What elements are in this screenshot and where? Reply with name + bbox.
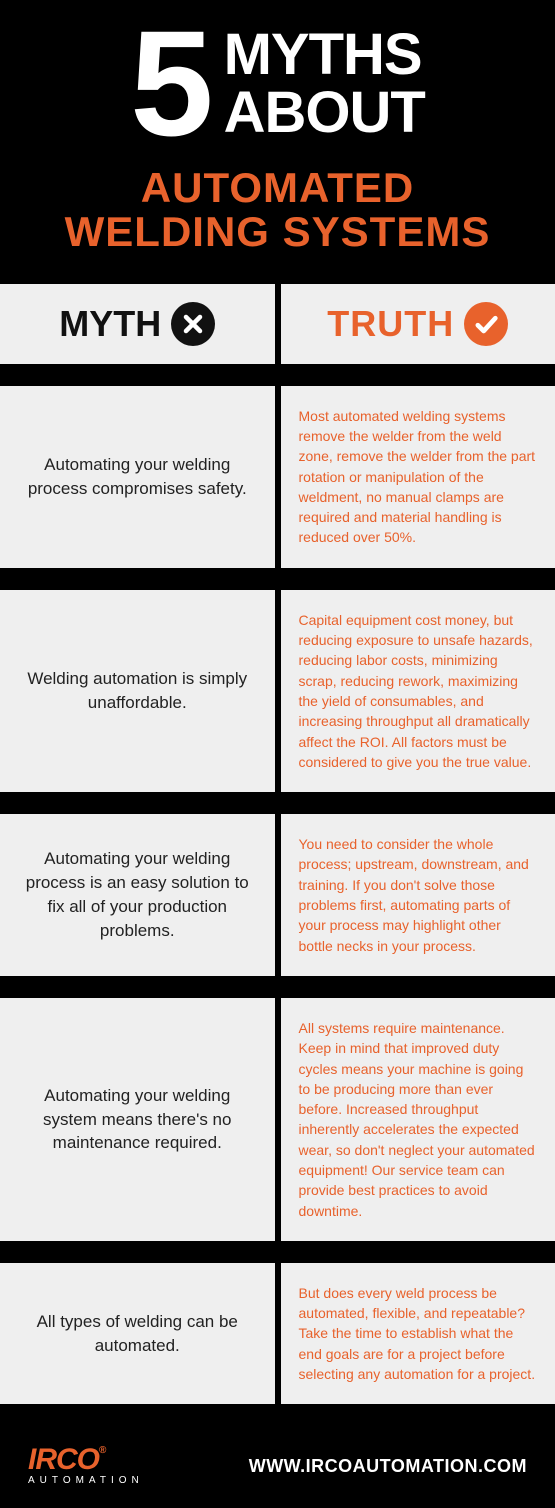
logo-registered: ® (99, 1445, 105, 1456)
x-icon (171, 302, 215, 346)
myth-text: Welding automation is simply unaffordabl… (18, 667, 257, 715)
check-icon (464, 302, 508, 346)
myth-text: Automating your welding process is an ea… (18, 847, 257, 942)
myth-cell: Automating your welding process is an ea… (0, 814, 275, 976)
truth-column-header: TRUTH (281, 284, 555, 364)
header-words: MYTHS ABOUT (224, 26, 425, 142)
myth-text: Automating your welding system means the… (18, 1084, 257, 1155)
truth-cell: You need to consider the whole process; … (281, 814, 555, 976)
table-row: Welding automation is simply unaffordabl… (0, 590, 555, 792)
column-headers: MYTH TRUTH (0, 284, 555, 364)
myth-text: Automating your welding process compromi… (18, 453, 257, 501)
truth-cell: All systems require maintenance. Keep in… (281, 998, 555, 1241)
subtitle-line2: WELDING SYSTEMS (20, 210, 535, 254)
table-row: Automating your welding system means the… (0, 998, 555, 1241)
table-row: Automating your welding process compromi… (0, 386, 555, 568)
truth-text: But does every weld process be automated… (299, 1283, 538, 1384)
logo-subtext: AUTOMATION (28, 1475, 144, 1486)
table-row: Automating your welding process is an ea… (0, 814, 555, 976)
header-line1: MYTHS (224, 26, 425, 84)
header: 5 MYTHS ABOUT AUTOMATED WELDING SYSTEMS (0, 0, 555, 284)
myth-cell: Welding automation is simply unaffordabl… (0, 590, 275, 792)
myth-cell: Automating your welding process compromi… (0, 386, 275, 568)
truth-text: Most automated welding systems remove th… (299, 406, 538, 548)
subtitle-line1: AUTOMATED (20, 166, 535, 210)
table-row: All types of welding can be automated. B… (0, 1263, 555, 1404)
myth-header-label: MYTH (59, 303, 161, 345)
header-title-row: 5 MYTHS ABOUT (20, 20, 535, 148)
logo: IRCO® AUTOMATION (28, 1446, 144, 1486)
footer: IRCO® AUTOMATION WWW.IRCOAUTOMATION.COM (0, 1424, 555, 1508)
truth-text: You need to consider the whole process; … (299, 834, 538, 956)
myth-cell: Automating your welding system means the… (0, 998, 275, 1241)
header-subtitle: AUTOMATED WELDING SYSTEMS (20, 166, 535, 254)
myth-column-header: MYTH (0, 284, 275, 364)
myth-text: All types of welding can be automated. (18, 1310, 257, 1358)
header-number: 5 (130, 20, 213, 148)
myth-cell: All types of welding can be automated. (0, 1263, 275, 1404)
footer-url: WWW.IRCOAUTOMATION.COM (249, 1456, 527, 1477)
logo-brand: IRCO® (28, 1446, 105, 1473)
truth-cell: Capital equipment cost money, but reduci… (281, 590, 555, 792)
truth-text: All systems require maintenance. Keep in… (299, 1018, 538, 1221)
truth-header-label: TRUTH (327, 303, 454, 345)
truth-text: Capital equipment cost money, but reduci… (299, 610, 538, 772)
truth-cell: Most automated welding systems remove th… (281, 386, 555, 568)
rows-container: Automating your welding process compromi… (0, 386, 555, 1405)
header-line2: ABOUT (224, 84, 425, 142)
logo-text: IRCO (28, 1443, 99, 1476)
truth-cell: But does every weld process be automated… (281, 1263, 555, 1404)
